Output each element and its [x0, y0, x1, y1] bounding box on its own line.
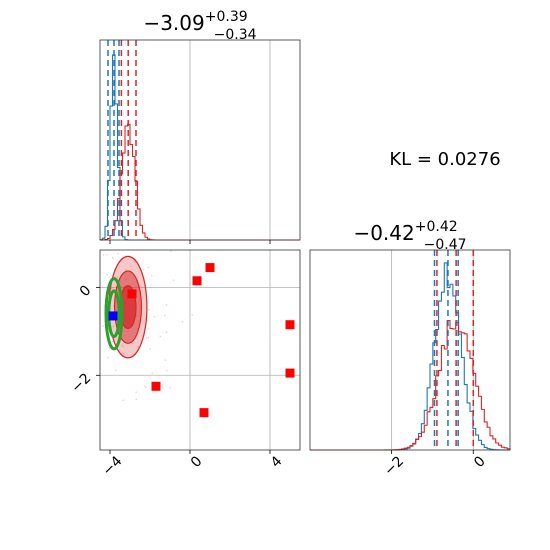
joint-scatter-point — [153, 315, 156, 318]
p1-title-sup: +0.39 — [205, 9, 248, 25]
joint-scatter-point — [116, 276, 119, 278]
joint-scatter-point — [137, 345, 140, 348]
joint-scatter-point — [112, 325, 115, 328]
joint-blue-marker — [108, 311, 118, 321]
joint-scatter-point — [172, 279, 175, 281]
p1-title-sub: −0.34 — [214, 27, 257, 43]
joint-scatter-point — [132, 342, 135, 345]
joint-ytick-label: 0 — [77, 282, 95, 300]
joint-xtick-label: 4 — [268, 453, 286, 471]
p2-frame — [309, 249, 511, 451]
joint-green-contour-0 — [104, 277, 124, 351]
joint-frame — [99, 249, 301, 451]
p2-tick-label: 0 — [471, 453, 489, 471]
joint-scatter-point — [164, 314, 166, 317]
joint-scatter-point — [112, 305, 115, 307]
joint-red-marker-1 — [192, 276, 202, 286]
joint-scatter-point — [143, 385, 146, 388]
joint-scatter-point — [106, 253, 108, 256]
joint-scatter-point — [121, 344, 123, 347]
joint-scatter-point — [106, 274, 109, 276]
joint-red-marker-3 — [285, 320, 295, 330]
joint-scatter-point — [135, 398, 138, 401]
joint-scatter-point — [146, 319, 149, 322]
joint-red-marker-2 — [127, 289, 137, 299]
joint-scatter-point — [151, 275, 153, 277]
joint-scatter-point — [147, 328, 150, 330]
p1-title-main: −3.09 — [143, 11, 204, 35]
joint-scatter-point — [165, 331, 168, 334]
joint-xtick-label: −4 — [100, 453, 126, 479]
joint-scatter-point — [135, 391, 138, 393]
joint-scatter-point — [111, 257, 114, 260]
joint-scatter-point — [151, 372, 154, 375]
joint-red-marker-0 — [205, 263, 215, 273]
joint-scatter-point — [110, 287, 113, 290]
joint-scatter-point — [142, 268, 145, 271]
joint-scatter-point — [145, 337, 148, 339]
p2-title-sub: −0.47 — [424, 237, 467, 253]
p2-blue-histogram — [310, 262, 510, 451]
p2-tick-label: −2 — [381, 453, 407, 479]
p2-red-histogram — [310, 319, 511, 451]
joint-scatter-point — [149, 348, 151, 350]
joint-scatter-point — [102, 325, 104, 327]
joint-scatter-point — [147, 336, 150, 339]
joint-scatter-point — [148, 308, 150, 311]
kl-label: KL = 0.0276 — [389, 149, 500, 170]
p2-title-sup: +0.42 — [415, 219, 458, 235]
joint-scatter-point — [114, 369, 117, 372]
joint-scatter-point — [107, 356, 109, 359]
joint-scatter-point — [111, 340, 114, 343]
p2-title: −0.42+0.42 −0.47 — [353, 219, 466, 253]
joint-ytick-label: −2 — [68, 370, 94, 396]
joint-scatter-point — [145, 386, 147, 389]
joint-scatter-point — [102, 254, 105, 256]
joint-scatter-point — [117, 252, 119, 255]
joint-scatter-point — [165, 369, 168, 372]
joint-scatter-point — [122, 353, 125, 355]
p1-frame — [99, 39, 301, 241]
joint-xtick-label: 0 — [188, 453, 206, 471]
joint-scatter-point — [159, 335, 162, 338]
joint-red-marker-6 — [199, 408, 209, 418]
joint-scatter-point — [165, 304, 168, 306]
joint-scatter-point — [169, 386, 171, 389]
joint-scatter-point — [147, 266, 150, 269]
p1-title: −3.09+0.39 −0.34 — [143, 9, 256, 43]
joint-scatter-point — [191, 314, 194, 316]
joint-red-marker-5 — [151, 381, 161, 391]
joint-scatter-point — [122, 399, 125, 402]
joint-scatter-point — [181, 320, 184, 323]
joint-scatter-point — [130, 265, 132, 268]
joint-scatter-point — [125, 268, 127, 271]
joint-scatter-point — [164, 359, 167, 362]
p2-title-main: −0.42 — [353, 221, 414, 245]
joint-scatter-point — [170, 250, 172, 253]
joint-scatter-point — [134, 261, 136, 263]
joint-red-marker-4 — [285, 368, 295, 378]
joint-scatter-point — [122, 345, 125, 348]
